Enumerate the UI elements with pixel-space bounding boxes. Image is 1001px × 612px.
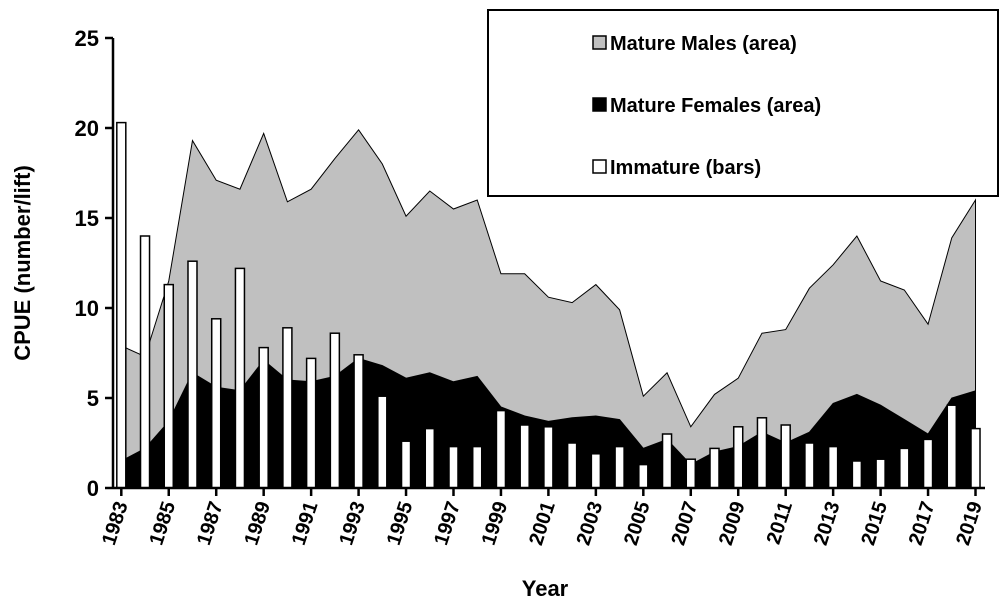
x-tick-label: 2019 <box>952 499 987 548</box>
bar <box>305 357 317 489</box>
x-tick-label: 1995 <box>383 499 418 548</box>
bar <box>353 354 364 489</box>
x-tick-label: 2013 <box>810 499 845 548</box>
bar <box>780 424 791 489</box>
bar <box>543 426 554 489</box>
bar <box>851 460 863 489</box>
bar <box>234 267 246 489</box>
bar <box>377 395 388 489</box>
y-tick-label: 0 <box>87 476 99 501</box>
y-axis-title: CPUE (number/lift) <box>10 165 35 361</box>
bar <box>258 346 269 489</box>
y-tick-label: 15 <box>75 206 99 231</box>
y-tick-label: 20 <box>75 116 99 141</box>
bar <box>448 445 459 489</box>
x-tick-label: 1991 <box>288 499 323 548</box>
x-tick-label: 1999 <box>478 499 513 548</box>
y-tick-label: 5 <box>87 386 99 411</box>
bar <box>756 417 768 489</box>
bar <box>495 409 507 489</box>
bar <box>424 427 436 489</box>
bar <box>899 447 910 489</box>
bar <box>519 424 530 489</box>
bar <box>685 458 697 489</box>
bar <box>875 458 886 489</box>
x-tick-label: 1987 <box>193 499 228 548</box>
legend-label: Mature Females (area) <box>610 95 821 117</box>
bar <box>709 447 720 489</box>
bar <box>614 445 625 489</box>
legend-swatch <box>592 35 607 50</box>
legend-swatch <box>592 97 607 112</box>
y-tick-label: 10 <box>75 296 99 321</box>
x-tick-label: 2007 <box>668 499 703 548</box>
x-tick-label: 2011 <box>763 499 797 547</box>
legend-box <box>487 9 999 197</box>
bar <box>471 445 483 489</box>
x-tick-label: 1985 <box>145 499 180 548</box>
bar <box>970 427 981 489</box>
bar <box>282 327 293 489</box>
x-tick-label: 2001 <box>525 499 560 548</box>
bar <box>804 442 815 489</box>
bar <box>187 260 198 489</box>
bar <box>827 445 839 489</box>
x-tick-label: 1997 <box>430 499 465 548</box>
x-tick-label: 1983 <box>98 499 133 548</box>
legend-label: Mature Males (area) <box>610 33 797 55</box>
bar <box>139 235 151 489</box>
x-tick-label: 2015 <box>857 499 892 548</box>
bar <box>946 404 958 489</box>
bar <box>116 121 127 489</box>
x-tick-label: 1993 <box>335 499 370 548</box>
bar <box>400 440 412 489</box>
legend: Mature Males (area) Mature Females (area)… <box>487 9 999 197</box>
x-tick-label: 1989 <box>240 499 275 548</box>
x-tick-label: 2005 <box>620 499 655 548</box>
bar <box>329 332 341 489</box>
y-tick-label: 25 <box>75 26 99 51</box>
x-tick-label: 2009 <box>715 499 750 548</box>
area <box>120 128 977 466</box>
legend-swatch <box>592 159 607 174</box>
bar <box>210 318 222 489</box>
x-tick-label: 2017 <box>905 499 940 548</box>
bar <box>590 453 602 489</box>
bar <box>661 433 673 489</box>
bar <box>732 426 744 489</box>
x-tick-label: 2003 <box>573 499 608 548</box>
x-axis-title: Year <box>522 576 569 601</box>
bar <box>922 438 934 489</box>
bar <box>566 442 578 489</box>
legend-label: Immature (bars) <box>610 157 761 179</box>
bar <box>163 283 175 489</box>
bar <box>638 463 649 489</box>
